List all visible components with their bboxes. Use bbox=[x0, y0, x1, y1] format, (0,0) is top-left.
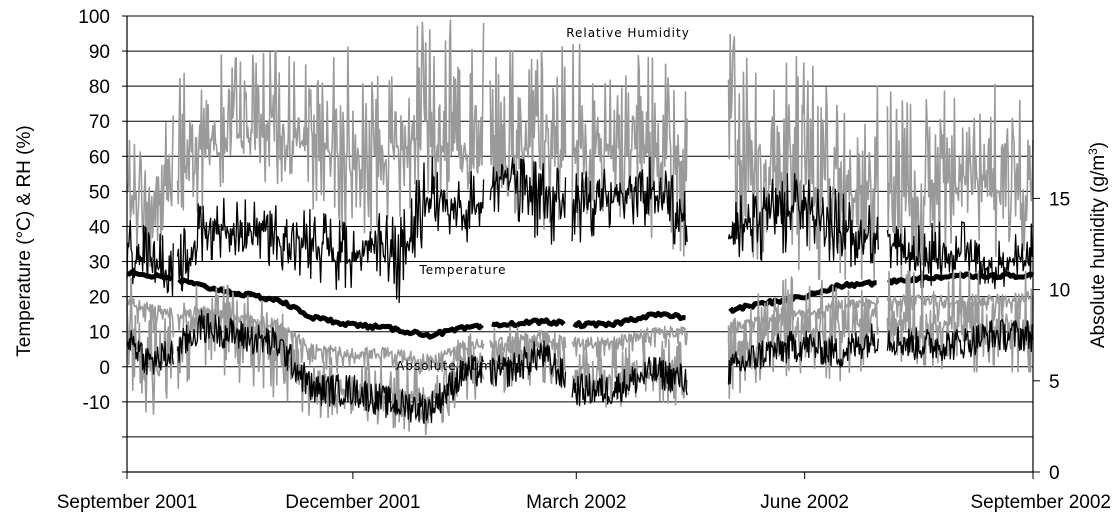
series-line-3 bbox=[126, 296, 175, 338]
series-line-5 bbox=[489, 340, 567, 388]
series-line-2 bbox=[177, 277, 484, 340]
series-line-0 bbox=[126, 115, 175, 274]
series-line-2 bbox=[491, 317, 566, 329]
y-left-tick-label: 10 bbox=[89, 323, 110, 344]
series-line-2 bbox=[572, 310, 686, 330]
series-line-1 bbox=[571, 156, 688, 246]
series-line-5 bbox=[571, 356, 688, 407]
series-line-5 bbox=[176, 309, 485, 425]
y-left-tick-label: 20 bbox=[89, 288, 110, 309]
series-line-3 bbox=[571, 325, 688, 363]
y-left-tick-label: -10 bbox=[83, 393, 110, 414]
y-left-tick-label: 100 bbox=[78, 7, 110, 28]
y-axis-right-title-close: ) bbox=[1088, 142, 1109, 148]
series-layer bbox=[126, 19, 1035, 436]
series-line-0 bbox=[727, 34, 880, 280]
series-line-1 bbox=[886, 221, 1034, 290]
series-line-0 bbox=[489, 46, 567, 230]
series-line-4 bbox=[886, 270, 1034, 373]
series-line-0 bbox=[571, 43, 688, 257]
series-line-5 bbox=[727, 323, 879, 385]
y-left-tick-label: 70 bbox=[89, 112, 110, 133]
y-right-tick-label: 10 bbox=[1049, 281, 1070, 302]
y-left-tick-label: 80 bbox=[89, 77, 110, 98]
y-right-tick-label: 0 bbox=[1049, 463, 1060, 484]
y-axis-right-title-superscript: 3 bbox=[1086, 148, 1100, 155]
series-line-2 bbox=[126, 269, 173, 282]
annotation-relative-humidity: Relative Humidity bbox=[566, 26, 690, 40]
y-left-tick-label: 30 bbox=[89, 253, 110, 274]
series-line-1 bbox=[489, 157, 567, 245]
x-tick-label: March 2002 bbox=[526, 492, 626, 513]
series-line-1 bbox=[176, 156, 485, 304]
y-axis-right-title-main: Absolute humidity (g/m bbox=[1088, 155, 1109, 348]
annotation-absolute-humidity: Absolute Humidity bbox=[396, 359, 524, 373]
y-left-tick-label: 0 bbox=[99, 358, 110, 379]
series-line-5 bbox=[886, 319, 1034, 362]
x-tick-label: September 2002 bbox=[971, 492, 1112, 513]
y-left-tick-label: 60 bbox=[89, 147, 110, 168]
series-line-0 bbox=[886, 83, 1034, 280]
x-tick-label: June 2002 bbox=[760, 492, 849, 513]
y-axis-right-title: Absolute humidity (g/m3) bbox=[1086, 142, 1109, 348]
y-axis-left-title: Temperature (°C) & RH (%) bbox=[14, 125, 35, 356]
y-left-tick-label: 90 bbox=[89, 42, 110, 63]
y-left-tick-label: 50 bbox=[89, 182, 110, 203]
series-line-1 bbox=[727, 173, 879, 268]
x-tick-label: December 2001 bbox=[285, 492, 420, 513]
axes bbox=[122, 15, 1040, 479]
y-left-tick-label: 40 bbox=[89, 217, 110, 238]
y-right-tick-label: 5 bbox=[1049, 372, 1060, 393]
series-line-2 bbox=[728, 279, 877, 314]
y-right-tick-label: 15 bbox=[1049, 189, 1070, 210]
x-tick-label: September 2001 bbox=[57, 492, 198, 513]
tick-labels: 1009080706050403020100-10051015September… bbox=[57, 7, 1111, 513]
annotation-temperature: Temperature bbox=[418, 263, 506, 277]
series-line-3 bbox=[489, 330, 567, 361]
series-line-5 bbox=[126, 329, 174, 375]
